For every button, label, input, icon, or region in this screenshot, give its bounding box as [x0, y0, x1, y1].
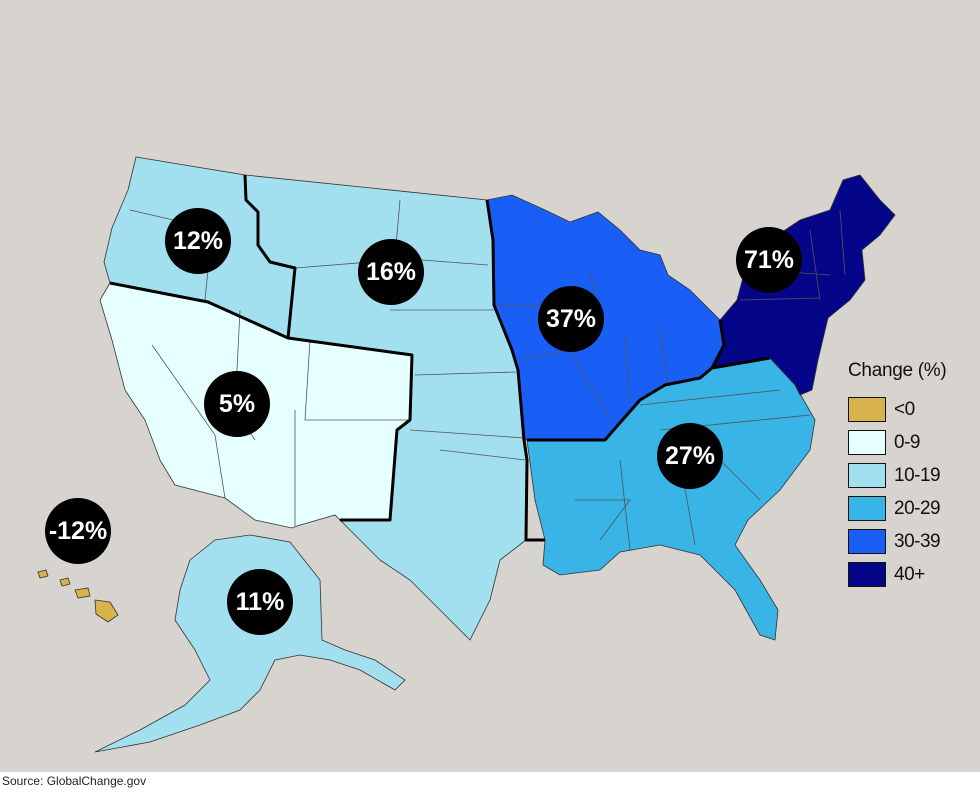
badge-midwest-label: 37% [546, 305, 596, 333]
footer [0, 772, 980, 793]
legend-swatch [848, 463, 886, 488]
region-borders [109, 174, 771, 542]
badge-southwest: 5% [204, 371, 270, 437]
badge-great-plains-label: 16% [366, 258, 416, 286]
badge-southwest-label: 5% [219, 390, 255, 418]
legend-label: 10-19 [894, 464, 941, 486]
region-northeast[interactable] [711, 174, 896, 396]
legend-label: 20-29 [894, 497, 941, 519]
legend-item-30-39: 30-39 [848, 528, 946, 555]
badge-midwest: 37% [538, 286, 604, 352]
hawaii-island-big-island [94, 599, 119, 623]
legend-title: Change (%) [848, 360, 947, 381]
badge-northeast-label: 71% [744, 246, 794, 274]
badge-northeast: 71% [736, 227, 802, 293]
legend-item-10-19: 10-19 [848, 462, 946, 489]
legend-item-0-9: 0-9 [848, 429, 946, 456]
badge-great-plains: 16% [358, 239, 424, 305]
badge-northwest-label: 12% [173, 227, 223, 255]
badge-alaska: 11% [227, 569, 293, 635]
legend-swatch [848, 529, 886, 554]
legend-label: 40+ [894, 563, 925, 585]
legend-item-20-29: 20-29 [848, 495, 946, 522]
badge-hawaii-label: -12% [49, 517, 107, 545]
hawaii-island-oahu [59, 577, 71, 587]
legend-item-below-0: <0 [848, 396, 946, 423]
badge-northwest: 12% [165, 208, 231, 274]
legend-swatch [848, 496, 886, 521]
legend-swatch [848, 397, 886, 422]
hawaii-island-maui [74, 587, 91, 599]
region-hawaii[interactable] [37, 569, 119, 623]
source-credit: Source: GlobalChange.gov [2, 774, 147, 788]
legend-swatch [848, 430, 886, 455]
legend-swatch [848, 562, 886, 587]
badge-alaska-label: 11% [236, 588, 285, 616]
region-alaska[interactable] [94, 534, 406, 753]
badge-hawaii: -12% [45, 498, 111, 564]
legend-label: 0-9 [894, 431, 920, 453]
badge-southeast-label: 27% [665, 442, 715, 470]
legend-label: 30-39 [894, 530, 941, 552]
hawaii-island-kauai [37, 569, 49, 579]
legend: Change (%) <0 0-9 10-19 20-29 30-39 40+ [848, 360, 947, 594]
badge-southeast: 27% [657, 423, 723, 489]
legend-label: <0 [894, 398, 915, 420]
legend-item-40-plus: 40+ [848, 561, 946, 588]
